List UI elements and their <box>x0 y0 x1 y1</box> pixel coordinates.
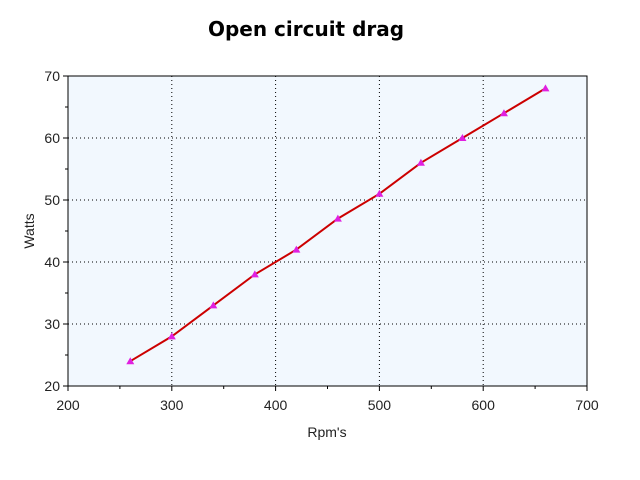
data-point <box>250 270 259 278</box>
y-axis-ticks: 20 30 40 50 60 70 <box>44 68 68 394</box>
x-tick-label: 200 <box>56 397 80 413</box>
data-point <box>375 189 384 197</box>
x-tick-label: 400 <box>264 397 288 413</box>
chart-title: Open circuit drag <box>208 17 404 41</box>
plot-area <box>67 75 588 387</box>
y-tick-label: 40 <box>44 254 60 270</box>
data-point <box>458 134 467 141</box>
x-axis-ticks: 200 300 400 500 600 700 <box>56 386 599 413</box>
y-axis-label: Watts <box>21 213 37 248</box>
x-tick-label: 600 <box>472 397 496 413</box>
y-tick-label: 20 <box>44 378 60 394</box>
x-tick-label: 700 <box>575 397 599 413</box>
data-point <box>126 357 135 365</box>
y-tick-label: 30 <box>44 316 60 332</box>
series-layer <box>126 84 550 365</box>
data-point <box>209 301 218 309</box>
x-tick-label: 500 <box>368 397 392 413</box>
data-point <box>292 245 301 253</box>
data-point <box>416 158 425 166</box>
y-tick-label: 70 <box>44 68 60 84</box>
x-tick-label: 300 <box>160 397 184 413</box>
data-point <box>499 109 508 117</box>
data-point <box>333 214 342 222</box>
data-point <box>167 332 176 340</box>
grid <box>68 76 587 386</box>
y-tick-label: 60 <box>44 130 60 146</box>
data-point <box>541 84 550 92</box>
y-tick-label: 50 <box>44 192 60 208</box>
x-axis-label: Rpm's <box>307 424 346 440</box>
